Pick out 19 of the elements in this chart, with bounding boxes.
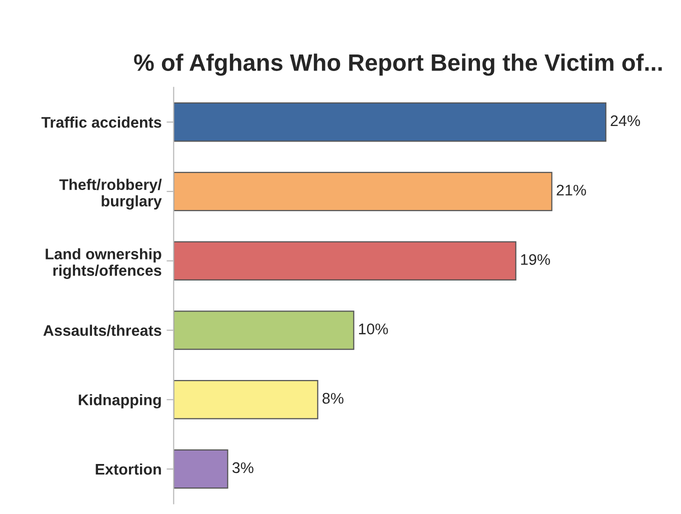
bar — [174, 241, 516, 280]
bar — [174, 449, 228, 489]
bar — [174, 380, 318, 420]
chart-title: % of Afghans Who Report Being the Victim of... — [134, 54, 662, 76]
data-label: 19% — [521, 254, 550, 265]
data-label: 21% — [556, 184, 586, 196]
bar — [174, 172, 552, 212]
y-tick-label: Kidnapping — [78, 394, 161, 408]
y-tick-label: Extortion — [96, 463, 161, 475]
y-tick-label: Theft/robbery/ burglary — [59, 178, 162, 210]
y-tick-label: Land ownership rights/offences — [46, 248, 162, 279]
data-label: 10% — [359, 324, 388, 334]
y-tick-label: Traffic accidents — [41, 116, 162, 128]
y-tick-label: Assaults/threats — [43, 324, 162, 336]
data-label: 8% — [322, 392, 344, 404]
bar — [174, 310, 354, 350]
data-label: 3% — [232, 462, 254, 474]
bar — [174, 102, 606, 142]
data-label: 24% — [610, 115, 640, 126]
